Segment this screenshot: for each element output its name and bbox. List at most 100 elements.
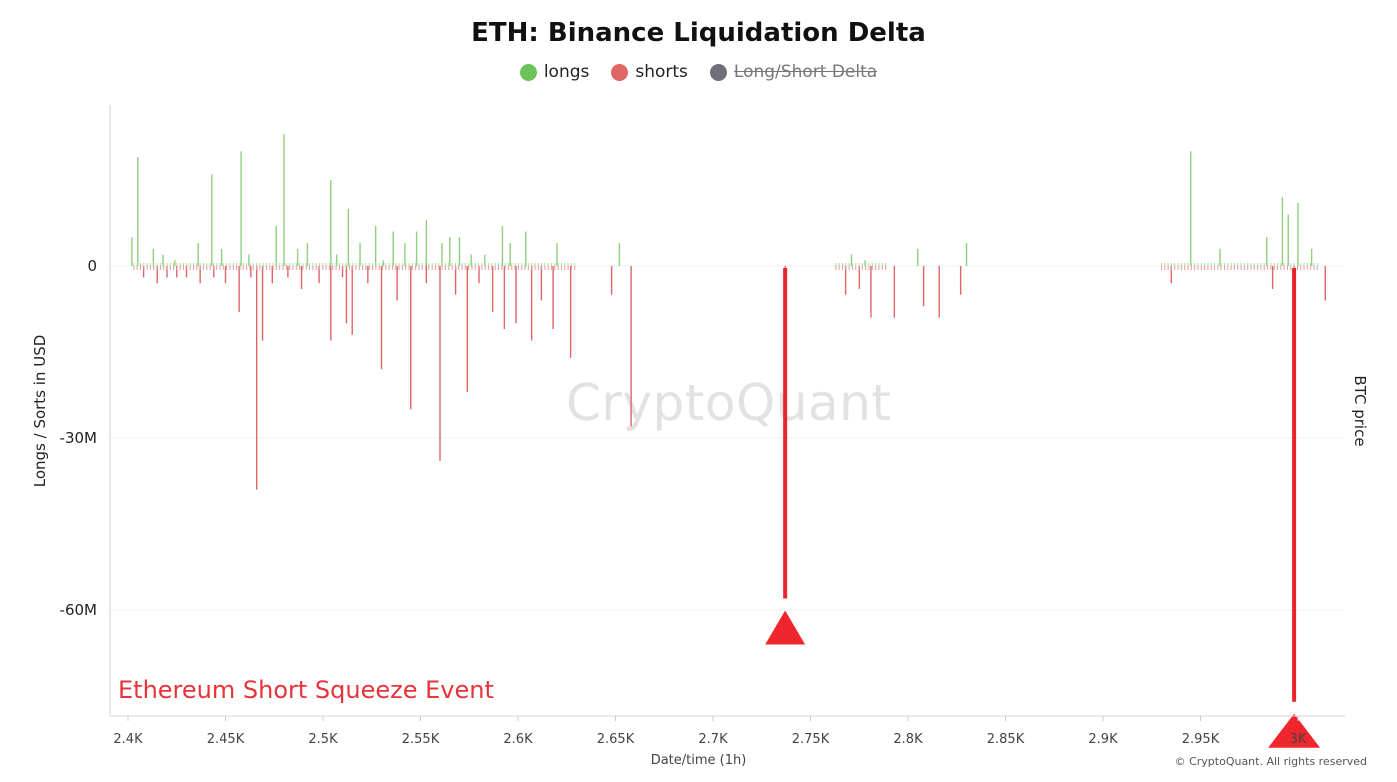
longs-noise-bar	[252, 263, 254, 266]
longs-noise-bar	[318, 263, 320, 266]
longs-noise-bar	[1250, 263, 1252, 266]
shorts-noise-bar	[378, 266, 380, 270]
shorts-noise-bar	[405, 266, 407, 270]
longs-noise-bar	[861, 263, 863, 266]
legend-item-longs[interactable]: longs	[519, 62, 589, 82]
legend-delta-label: Long/Short Delta	[733, 62, 878, 82]
longs-noise-bar	[1243, 263, 1245, 266]
longs-noise-bar	[309, 263, 311, 266]
longs-noise-bar	[285, 263, 287, 266]
shorts-noise-bar	[1310, 266, 1312, 270]
x-tick-label: 2.4K	[113, 732, 143, 747]
longs-noise-bar	[848, 263, 850, 266]
shorts-noise-bar	[557, 266, 559, 270]
shorts-noise-bar	[328, 266, 330, 270]
x-tick-label: 2.5K	[308, 732, 338, 747]
shorts-noise-bar	[365, 266, 367, 270]
longs-noise-bar	[841, 263, 843, 266]
shorts-noise-bar	[338, 266, 340, 270]
shorts-bar	[142, 266, 145, 278]
shorts-noise-bar	[1296, 266, 1298, 270]
shorts-noise-bar	[418, 266, 420, 270]
shorts-noise-bar	[564, 266, 566, 270]
shorts-noise-bar	[1243, 266, 1245, 270]
longs-noise-bar	[1194, 263, 1196, 266]
shorts-noise-bar	[1263, 266, 1265, 270]
shorts-noise-bar	[1250, 266, 1252, 270]
shorts-bar	[569, 266, 572, 358]
shorts-bar	[454, 266, 457, 295]
legend-item-delta[interactable]: Long/Short Delta	[709, 62, 878, 82]
x-tick-label: 3K	[1290, 732, 1307, 747]
longs-noise-bar	[868, 263, 870, 266]
longs-bar	[404, 243, 406, 266]
longs-noise-bar	[196, 263, 198, 266]
shorts-noise-bar	[444, 266, 446, 270]
shorts-bar	[478, 266, 480, 284]
x-tick-label: 2.55K	[402, 732, 440, 747]
shorts-noise-bar	[401, 266, 403, 270]
x-axis-label: Date/time (1h)	[650, 753, 747, 768]
longs-noise-bar	[153, 263, 155, 266]
shorts-noise-bar	[841, 266, 843, 270]
shorts-noise-bar	[318, 266, 320, 270]
longs-noise-bar	[242, 263, 244, 266]
longs-noise-bar	[302, 263, 304, 266]
legend-longs-dot-icon	[519, 63, 537, 81]
shorts-noise-bar	[448, 266, 450, 270]
shorts-noise-bar	[855, 266, 857, 270]
highlight-triangle-icon	[1268, 713, 1321, 748]
longs-noise-bar	[534, 263, 536, 266]
shorts-bar	[318, 266, 320, 284]
longs-noise-bar	[444, 263, 446, 266]
longs-noise-bar	[1293, 263, 1295, 266]
y-tick-label: -30M	[60, 429, 97, 447]
longs-noise-bar	[1190, 263, 1192, 266]
shorts-noise-bar	[1257, 266, 1259, 270]
shorts-noise-bar	[560, 266, 562, 270]
longs-noise-bar	[226, 263, 228, 266]
shorts-bar	[1271, 266, 1274, 289]
longs-noise-bar	[835, 263, 837, 266]
y-axis-label: Longs / Sorts in USD	[31, 334, 49, 488]
shorts-noise-bar	[236, 266, 238, 270]
shorts-noise-bar	[173, 266, 175, 270]
longs-noise-bar	[239, 263, 241, 266]
longs-noise-bar	[428, 263, 430, 266]
longs-noise-bar	[1220, 263, 1222, 266]
longs-bar	[415, 231, 418, 266]
longs-bar	[556, 243, 558, 266]
longs-noise-bar	[1267, 263, 1269, 266]
shorts-noise-bar	[1167, 266, 1169, 270]
longs-bar	[1266, 237, 1268, 266]
shorts-noise-bar	[139, 266, 141, 270]
longs-noise-bar	[292, 263, 294, 266]
shorts-noise-bar	[415, 266, 417, 270]
shorts-noise-bar	[202, 266, 204, 270]
longs-noise-bar	[398, 263, 400, 266]
longs-bar	[162, 254, 164, 266]
longs-noise-bar	[133, 263, 135, 266]
shorts-bar	[870, 266, 872, 318]
longs-noise-bar	[514, 263, 516, 266]
longs-noise-bar	[501, 263, 503, 266]
shorts-noise-bar	[279, 266, 281, 270]
longs-noise-bar	[381, 263, 383, 266]
shorts-noise-bar	[358, 266, 360, 270]
shorts-bar	[287, 266, 289, 278]
shorts-noise-bar	[527, 266, 529, 270]
shorts-noise-bar	[289, 266, 291, 270]
longs-noise-bar	[881, 263, 883, 266]
shorts-noise-bar	[408, 266, 410, 270]
shorts-noise-bar	[421, 266, 423, 270]
longs-noise-bar	[272, 263, 274, 266]
legend-item-shorts[interactable]: shorts	[611, 62, 688, 82]
longs-noise-bar	[401, 263, 403, 266]
shorts-noise-bar	[428, 266, 430, 270]
shorts-noise-bar	[511, 266, 513, 270]
shorts-bar	[959, 266, 962, 295]
longs-noise-bar	[262, 263, 264, 266]
shorts-bar	[922, 266, 925, 307]
shorts-noise-bar	[871, 266, 873, 270]
shorts-bar	[341, 266, 344, 278]
